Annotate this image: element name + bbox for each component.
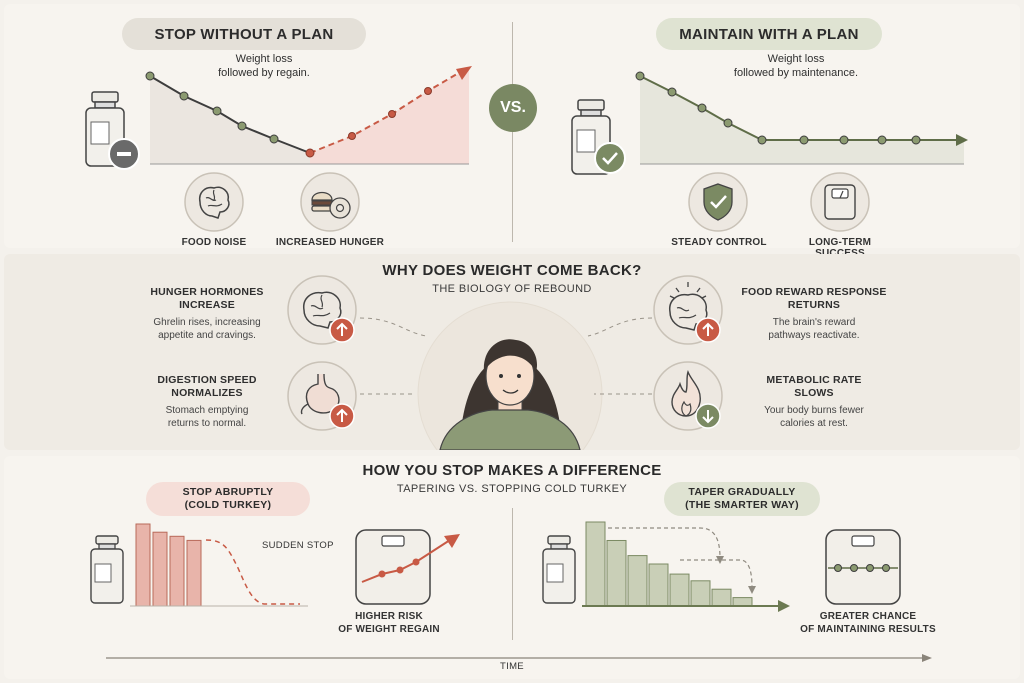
right-desc-line2: followed by maintenance. (733, 67, 859, 79)
factor4-title1: METABOLIC RATE (766, 374, 862, 386)
taper-bar-7 (711, 588, 732, 607)
food-noise-label: FOOD NOISE (181, 237, 247, 248)
burger-donut-icon (300, 172, 360, 232)
greater-chance-line2: OF MAINTAINING RESULTS (800, 624, 936, 635)
taper-line2: (THE SMARTER WAY) (685, 499, 799, 511)
cold-turkey-bar-1 (135, 523, 151, 607)
higher-risk-text: HIGHER RISK OF WEIGHT REGAIN (324, 610, 454, 636)
sudden-stop-label: SUDDEN STOP (262, 540, 334, 551)
higher-risk-line1: HIGHER RISK (355, 611, 423, 622)
factor-hunger-hormones: HUNGER HORMONES INCREASE Ghrelin rises, … (132, 286, 282, 342)
brain-reward-up-icon (653, 275, 723, 345)
woman-portrait (417, 301, 603, 450)
greater-chance-text: GREATER CHANCE OF MAINTAINING RESULTS (800, 610, 936, 636)
steady-control-label: STEADY CONTROL (671, 237, 767, 248)
cold-turkey-bar-4 (186, 539, 202, 607)
biology-panel: WHY DOES WEIGHT COME BACK? THE BIOLOGY O… (4, 254, 1020, 450)
factor4-title2: SLOWS (794, 387, 834, 399)
factor2-title1: DIGESTION SPEED (157, 374, 257, 386)
stop-without-plan-pill: STOP WITHOUT A PLAN (122, 18, 366, 50)
cold-turkey-bar-3 (169, 535, 185, 607)
taper-bar-2 (606, 539, 627, 607)
greater-chance-line1: GREATER CHANCE (819, 611, 917, 622)
scale-steady-icon (825, 529, 901, 605)
taper-gradually-pill: TAPER GRADUALLY (THE SMARTER WAY) (664, 482, 820, 516)
right-vial-icon (542, 535, 576, 604)
scale-icon (810, 172, 870, 232)
factor-digestion-speed: DIGESTION SPEED NORMALIZES Stomach empty… (132, 374, 282, 430)
factor4-text2: calories at rest. (780, 418, 848, 429)
taper-bar-5 (669, 573, 690, 607)
bottom-divider (512, 508, 513, 640)
taper-bar-3 (627, 555, 648, 607)
factor4-text1: Your body burns fewer (764, 405, 864, 416)
vial-check-icon (571, 99, 626, 175)
time-axis (106, 654, 932, 662)
higher-risk-line2: OF WEIGHT REGAIN (338, 624, 440, 635)
taper-bar-8 (732, 597, 753, 607)
factor1-title2: INCREASE (179, 299, 235, 311)
maintain-with-plan-pill: MAINTAIN WITH A PLAN (656, 18, 882, 50)
scale-rising-icon (355, 529, 460, 605)
left-chart-description: Weight loss followed by regain. (194, 52, 334, 80)
biology-title: WHY DOES WEIGHT COME BACK? (382, 262, 642, 279)
top-comparison-panel: STOP WITHOUT A PLAN MAINTAIN WITH A PLAN… (4, 4, 1020, 259)
shield-check-icon (688, 172, 748, 232)
stop-abruptly-pill: STOP ABRUPTLY (COLD TURKEY) (146, 482, 310, 516)
factor2-text1: Stomach emptying (165, 405, 249, 416)
taper-line1: TAPER GRADUALLY (688, 486, 796, 498)
tapering-title: HOW YOU STOP MAKES A DIFFERENCE (362, 462, 662, 479)
time-axis-label: TIME (500, 661, 524, 672)
vs-badge: VS. (489, 84, 537, 132)
factor1-title1: HUNGER HORMONES (150, 286, 264, 298)
factor2-text2: returns to normal. (167, 418, 247, 429)
factor1-text2: appetite and cravings. (158, 330, 256, 341)
connector-lines (359, 317, 653, 395)
right-desc-line1: Weight loss (767, 53, 825, 65)
stop-abruptly-line1: STOP ABRUPTLY (182, 486, 274, 498)
stomach-up-icon (287, 361, 357, 431)
biology-subtitle: THE BIOLOGY OF REBOUND (432, 283, 592, 295)
factor-food-reward: FOOD REWARD RESPONSE RETURNS The brain's… (734, 286, 894, 342)
taper-dose-chart (582, 521, 790, 612)
factor1-text1: Ghrelin rises, increasing (153, 317, 261, 328)
long-term-success-label: LONG-TERM SUCCESS (808, 237, 872, 259)
taper-bar-6 (690, 580, 711, 607)
cold-turkey-bar-2 (152, 531, 168, 607)
taper-bar-1 (585, 521, 606, 607)
vial-minus-icon (85, 91, 140, 170)
left-weight-chart (145, 66, 472, 165)
vertical-divider (512, 22, 513, 242)
taper-bar-4 (648, 563, 669, 607)
factor3-title2: RETURNS (787, 299, 841, 311)
factor3-text2: pathways reactivate. (768, 330, 860, 341)
left-desc-line2: followed by regain. (218, 67, 310, 79)
tapering-subtitle: TAPERING VS. STOPPING COLD TURKEY (396, 483, 628, 495)
factor3-title1: FOOD REWARD RESPONSE (741, 286, 887, 298)
right-chart-description: Weight loss followed by maintenance. (716, 52, 876, 80)
increased-hunger-label: INCREASED HUNGER (275, 237, 385, 248)
factor3-text1: The brain's reward (772, 317, 856, 328)
left-vial-icon (90, 535, 124, 604)
brain-icon (184, 172, 244, 232)
right-weight-chart (635, 71, 968, 165)
flame-down-icon (653, 361, 723, 431)
tapering-panel: HOW YOU STOP MAKES A DIFFERENCE TAPERING… (4, 456, 1020, 679)
brain-up-icon (287, 275, 357, 345)
factor-metabolic-rate: METABOLIC RATE SLOWS Your body burns few… (734, 374, 894, 430)
cold-turkey-dose-chart (130, 523, 308, 607)
left-desc-line1: Weight loss (235, 53, 293, 65)
factor2-title2: NORMALIZES (171, 387, 243, 399)
stop-abruptly-line2: (COLD TURKEY) (184, 499, 272, 511)
